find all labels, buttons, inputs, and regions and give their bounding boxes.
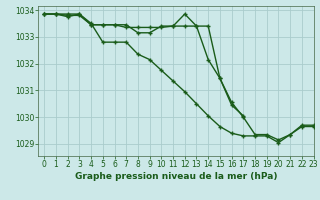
X-axis label: Graphe pression niveau de la mer (hPa): Graphe pression niveau de la mer (hPa): [75, 172, 277, 181]
